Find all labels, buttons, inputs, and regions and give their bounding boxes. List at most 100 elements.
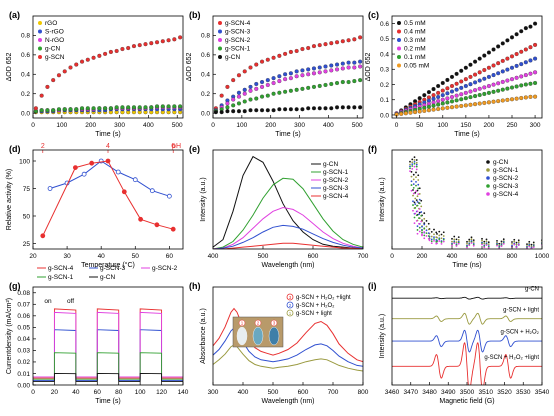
data-point (225, 101, 230, 106)
series-line (42, 160, 174, 237)
data-point (403, 111, 408, 116)
data-point (416, 189, 419, 192)
legend-marker (397, 21, 401, 25)
data-point (425, 232, 428, 235)
data-point (473, 102, 478, 107)
panel-tag-a: (a) (9, 10, 20, 20)
data-point (149, 105, 154, 110)
data-point (486, 65, 491, 70)
top-axis-label: pH (172, 143, 181, 150)
vial-marker (254, 319, 262, 327)
data-point (346, 60, 351, 65)
data-point (473, 59, 478, 64)
data-point (288, 71, 293, 76)
series-line (392, 329, 542, 353)
data-point (108, 49, 113, 54)
series-label: g-SCN + H₂O₂ +light (484, 355, 539, 361)
data-point (418, 202, 421, 205)
data-point (431, 93, 436, 98)
data-point (436, 242, 438, 245)
data-point (416, 195, 419, 198)
legend-marker (486, 168, 490, 172)
x-tick-label: 3510 (479, 389, 494, 396)
data-point (417, 109, 422, 114)
data-point (358, 64, 363, 69)
data-point (412, 178, 415, 181)
data-point (472, 241, 475, 243)
legend-label: N-rGO (45, 37, 64, 44)
data-point (306, 106, 311, 111)
data-point (417, 183, 420, 186)
legend-marker (486, 192, 490, 196)
data-point (412, 173, 415, 176)
data-point (468, 82, 473, 87)
x-tick-label: 400 (323, 122, 334, 129)
x-tick-label: 150 (460, 122, 471, 129)
panel-h: (h) 300 400 500 600 700 800 Wavelength (nm) Abso… (189, 281, 369, 405)
legend-label: g-SCN (45, 54, 65, 61)
data-point (486, 100, 491, 105)
data-point (417, 193, 420, 196)
data-point (294, 74, 299, 79)
series-line (213, 344, 363, 372)
legend-marker (286, 309, 294, 317)
data-point (346, 65, 351, 70)
y-tick-label: 0.08 (17, 290, 30, 297)
legend-label: g-SCN-2 (152, 265, 178, 272)
data-point (417, 187, 420, 190)
data-point (438, 234, 441, 237)
data-point (410, 175, 413, 178)
legend-label: g-CN (225, 54, 240, 61)
series-line (392, 296, 542, 300)
data-point (454, 71, 459, 76)
data-point (435, 231, 438, 234)
data-point (453, 235, 456, 238)
data-point (271, 76, 276, 81)
data-point (225, 109, 230, 114)
data-point (533, 94, 538, 99)
data-point (438, 238, 441, 241)
panel-g: (g) 0 20 40 60 80 100 120 140 0.00 0.01 0.02 0.03 0.0… (6, 265, 189, 405)
legend-label: S-rGO (45, 29, 64, 36)
vial-label: 1 (241, 321, 244, 326)
axes-frame (212, 149, 364, 250)
data-point (74, 62, 79, 67)
data-point (248, 88, 253, 93)
y-tick-label: 75 (23, 186, 31, 193)
x-tick-label: 300 (530, 122, 541, 129)
data-point (418, 211, 421, 214)
data-point (421, 231, 423, 234)
data-point (517, 241, 520, 244)
data-point (154, 40, 160, 45)
data-point (413, 110, 418, 115)
data-point (126, 105, 131, 110)
legend-marker (38, 55, 42, 59)
y-tick-label: 0.01 (17, 371, 30, 378)
x-tick-label: 3470 (404, 389, 419, 396)
x-tick-label: 3490 (441, 389, 456, 396)
axes-frame (212, 15, 364, 119)
data-point (413, 216, 416, 219)
x-tick-label: 200 (265, 122, 276, 129)
legend-label: g-SCN-3 (100, 265, 126, 272)
data-point (33, 106, 38, 111)
y-tick-label: 0.1 (380, 97, 389, 104)
series-line (213, 224, 363, 249)
data-point (482, 76, 487, 81)
data-point (466, 240, 468, 243)
data-point (514, 63, 519, 68)
data-point (323, 69, 328, 74)
data-point (334, 40, 340, 45)
legend-marker (397, 63, 401, 68)
data-point (505, 86, 510, 91)
y-tick-label: 0.06 (17, 313, 30, 320)
data-point (300, 86, 305, 91)
x-tick-label: 600 (477, 253, 488, 260)
legend-marker (397, 55, 401, 59)
data-point (265, 108, 270, 113)
data-point (39, 93, 44, 98)
data-point (445, 96, 450, 101)
data-point (509, 77, 515, 82)
x-tick-label: 100 (135, 389, 146, 396)
data-point (317, 70, 322, 75)
